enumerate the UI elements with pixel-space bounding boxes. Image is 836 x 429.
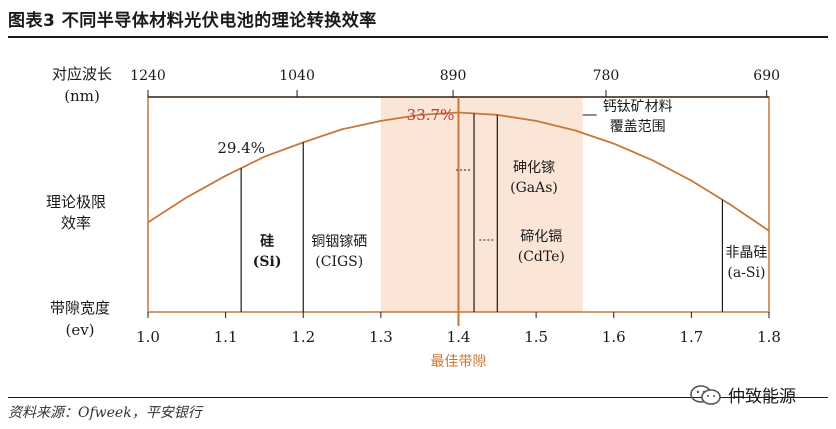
bottom-tick-label: 1.5 <box>524 328 548 346</box>
marker-label-gaas: (GaAs) <box>510 180 558 196</box>
wechat-icon <box>690 384 721 405</box>
bottom-tick-label: 1.1 <box>214 328 238 346</box>
marker-label-gaas: 砷化镓 <box>513 160 555 176</box>
top-axis-title: 对应波长 <box>52 65 112 83</box>
marker-value-si: 29.4% <box>217 139 265 157</box>
watermark: 仲致能源 <box>688 382 796 407</box>
bottom-tick-label: 1.3 <box>369 328 393 346</box>
peak-label: 33.7% <box>407 106 455 124</box>
y-axis-title: 效率 <box>61 214 91 232</box>
marker-label-si: (Si) <box>253 254 282 270</box>
source-note: 资料来源：Ofweek，平安银行 <box>8 405 202 421</box>
bottom-tick-label: 1.4 <box>447 328 471 346</box>
marker-label-cigs: (CIGS) <box>315 254 363 270</box>
bottom-tick-label: 1.2 <box>291 328 315 346</box>
top-tick-label: 890 <box>440 68 467 84</box>
top-axis-title: (nm) <box>64 87 100 105</box>
marker-label-asi: 非晶硅 <box>725 245 767 261</box>
bottom-tick-label: 1.8 <box>757 328 781 346</box>
top-tick-label: 780 <box>593 68 620 84</box>
bottom-axis-title: (ev) <box>65 321 94 339</box>
y-axis-title: 理论极限 <box>46 193 106 211</box>
top-tick-label: 690 <box>753 68 780 84</box>
marker-label-si: 硅 <box>260 233 274 250</box>
figure-title: 图表3 不同半导体材料光伏电池的理论转换效率 <box>8 11 377 31</box>
marker-label-cdte: (CdTe) <box>518 249 565 265</box>
band-label: 覆盖范围 <box>610 118 666 135</box>
marker-label-cigs: 铜铟镓硒 <box>311 234 367 250</box>
marker-label-cdte: 碲化镉 <box>520 228 562 245</box>
bottom-tick-label: 1.6 <box>602 328 626 346</box>
top-tick-label: 1240 <box>130 68 166 84</box>
top-tick-label: 1040 <box>279 68 315 84</box>
x-axis-title: 最佳带隙 <box>431 354 487 370</box>
marker-label-asi: (a-Si) <box>727 265 765 281</box>
bottom-axis-title: 带隙宽度 <box>50 299 110 317</box>
title-rule <box>8 36 828 38</box>
band-label: 钙钛矿材料 <box>603 99 673 115</box>
perovskite-band <box>380 97 583 312</box>
bottom-tick-label: 1.7 <box>679 328 703 346</box>
watermark-text: 仲致能源 <box>728 387 796 407</box>
bottom-tick-label: 1.0 <box>136 328 160 346</box>
source-rule <box>8 397 828 398</box>
